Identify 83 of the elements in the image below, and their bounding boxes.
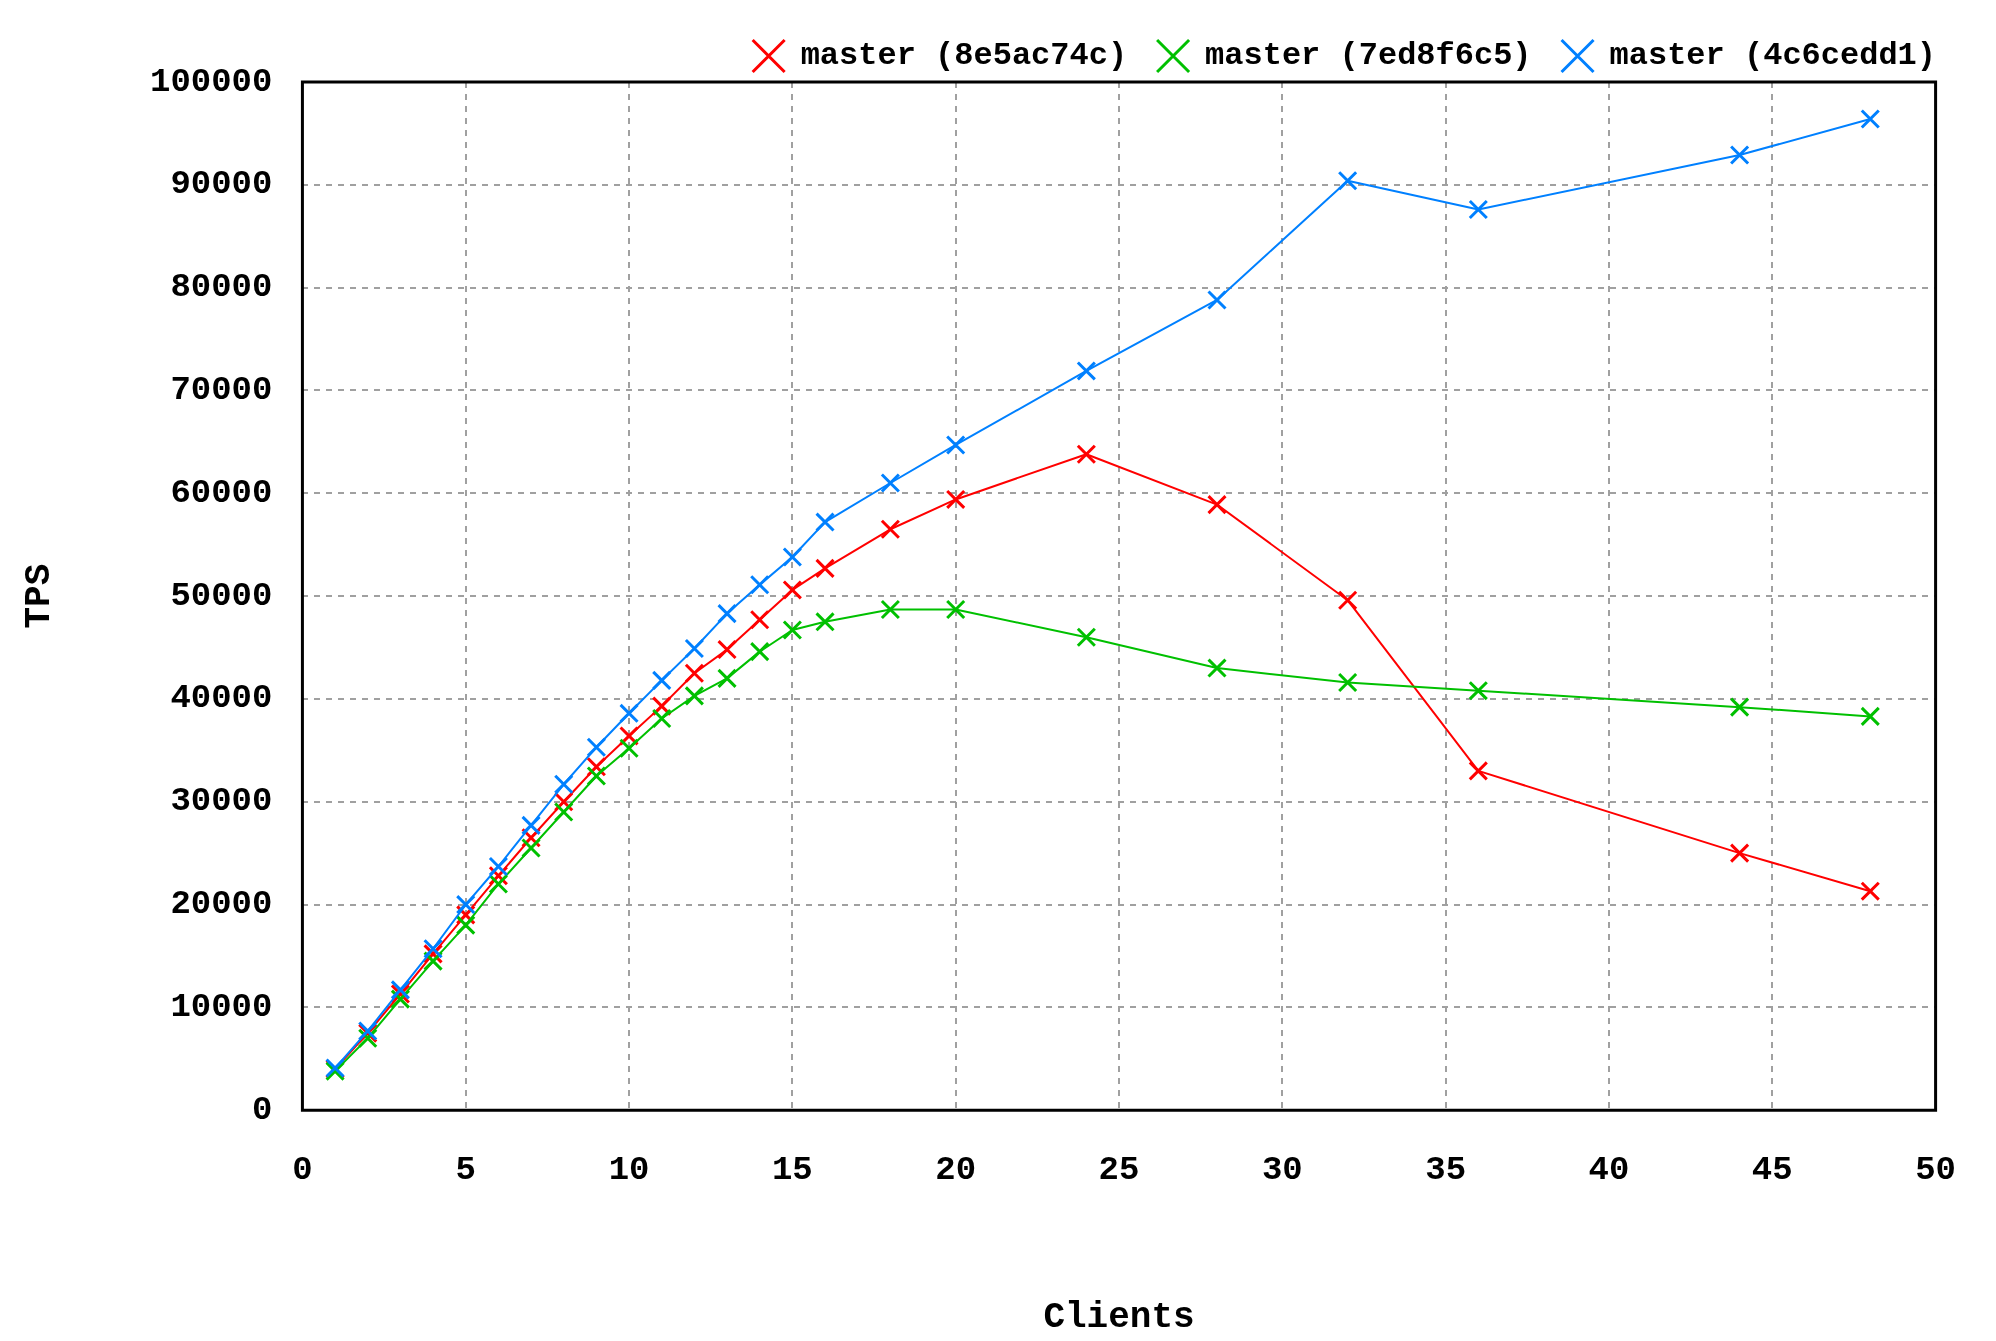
y-tick-label: 70000: [170, 371, 273, 410]
point: [488, 856, 509, 877]
point: [1207, 289, 1227, 310]
y-tick-label: 90000: [170, 165, 273, 204]
point: [488, 874, 509, 894]
point: [1860, 881, 1881, 902]
x-tick-label: 0: [292, 1151, 313, 1190]
point: [1729, 697, 1750, 718]
point: [1468, 680, 1489, 701]
point: [880, 599, 901, 620]
point: [455, 915, 476, 936]
point: [945, 599, 966, 620]
point: [553, 774, 574, 795]
point: [717, 668, 738, 689]
point: [749, 609, 770, 630]
point: [1860, 706, 1881, 727]
point: [684, 638, 705, 659]
point: [717, 603, 738, 624]
point: [521, 838, 542, 858]
y-tick-label: 60000: [170, 473, 273, 512]
point: [1076, 627, 1097, 648]
point: [782, 579, 803, 600]
point: [1729, 145, 1750, 165]
point: [782, 547, 803, 568]
point: [1337, 590, 1358, 611]
point: [945, 434, 966, 455]
point: [1337, 672, 1358, 693]
point: [619, 738, 640, 759]
y-tick-label: 10000: [170, 987, 273, 1026]
x-tick-label: 15: [771, 1151, 813, 1190]
y-tick-label: 80000: [170, 268, 273, 307]
point: [717, 639, 738, 660]
legend-label: master (4c6cedd1): [1609, 37, 1936, 75]
point: [1468, 760, 1489, 781]
x-tick-label: 50: [1915, 1151, 1956, 1190]
y-tick-label: 100000: [150, 62, 273, 101]
point: [880, 473, 901, 493]
x-tick-label: 40: [1588, 1151, 1630, 1190]
x-tick-label: 25: [1098, 1151, 1140, 1190]
point: [1076, 360, 1097, 381]
legend-label: master (7ed8f6c5): [1205, 37, 1532, 75]
x-tick-label: 5: [455, 1151, 476, 1190]
point: [749, 641, 770, 662]
y-tick-label: 0: [252, 1090, 273, 1129]
point: [651, 708, 672, 729]
point: [1207, 494, 1227, 515]
point: [815, 512, 836, 533]
y-tick-label: 40000: [170, 679, 273, 718]
y-tick-label: 20000: [170, 885, 273, 924]
point: [553, 802, 574, 823]
x-tick-label: 20: [935, 1151, 977, 1190]
point: [684, 685, 705, 706]
x-axis-title: Clients: [1043, 1297, 1195, 1339]
x-tick-label: 10: [608, 1151, 650, 1190]
x-tick-label: 45: [1751, 1151, 1793, 1190]
point: [357, 1028, 378, 1049]
point: [782, 620, 803, 641]
y-tick-label: 30000: [170, 782, 273, 821]
legend-label: master (8e5ac74c): [800, 37, 1128, 75]
point: [1860, 109, 1881, 129]
point: [586, 737, 607, 758]
point: [815, 611, 836, 632]
point: [521, 815, 542, 836]
point: [1468, 199, 1489, 220]
point: [651, 670, 672, 691]
point: [684, 663, 705, 684]
point: [586, 766, 607, 787]
point: [1207, 658, 1227, 679]
point: [1337, 170, 1358, 191]
point: [423, 938, 444, 959]
y-tick-label: 50000: [170, 576, 273, 615]
point: [749, 574, 770, 595]
point: [880, 519, 901, 540]
x-tick-label: 30: [1261, 1151, 1303, 1190]
point: [1729, 843, 1750, 864]
y-axis-title: TPS: [19, 563, 61, 629]
point: [390, 979, 411, 1000]
point: [455, 894, 476, 915]
point: [945, 489, 966, 510]
point: [1076, 444, 1097, 465]
x-tick-label: 35: [1425, 1151, 1467, 1190]
point: [815, 558, 836, 579]
point: [619, 703, 640, 724]
